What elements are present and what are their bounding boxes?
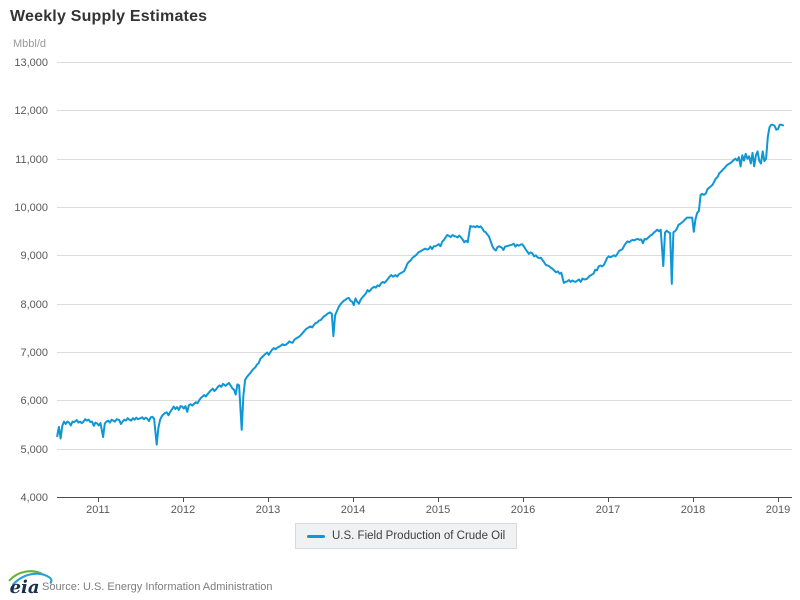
eia-logo-blue-arc: [11, 572, 53, 586]
y-tick-label: 9,000: [20, 250, 48, 262]
chart-plot-area[interactable]: 4,000 5,000 6,000 7,000 8,000 9,000 10,000 11,0…: [0, 0, 800, 520]
production-line-series[interactable]: [56, 123, 785, 446]
x-tick-label: 2017: [596, 504, 620, 516]
x-tick-label: 2014: [341, 504, 365, 516]
x-tick-label: 2013: [256, 504, 280, 516]
eia-logo-text: eia: [10, 577, 40, 598]
legend-label: U.S. Field Production of Crude Oil: [332, 530, 506, 542]
y-tick-label: 11,000: [15, 154, 48, 166]
y-tick-label: 4,000: [20, 492, 48, 504]
source-attribution: Source: U.S. Energy Information Administ…: [42, 581, 273, 593]
legend-line-swatch: [307, 534, 325, 538]
eia-logo: eia: [8, 570, 53, 598]
eia-logo-green-arc: [8, 570, 43, 582]
x-tick-label: 2019: [766, 504, 790, 516]
y-tick-label: 6,000: [20, 395, 48, 407]
y-tick-label: 10,000: [14, 202, 48, 214]
legend[interactable]: U.S. Field Production of Crude Oil: [295, 523, 518, 549]
x-tick-label: 2015: [426, 504, 450, 516]
x-tick-label: 2011: [86, 504, 110, 516]
y-tick-label: 13,000: [14, 57, 48, 69]
y-axis-unit-label: Mbbl/d: [13, 38, 47, 50]
y-tick-label: 7,000: [20, 347, 48, 359]
y-tick-label: 5,000: [20, 444, 48, 456]
x-tick-label: 2012: [171, 504, 195, 516]
y-tick-label: 8,000: [20, 299, 48, 311]
x-tick-label: 2016: [511, 504, 535, 516]
x-tick-label: 2018: [681, 504, 705, 516]
y-tick-label: 12,000: [14, 105, 48, 117]
chart-title: Weekly Supply Estimates: [10, 8, 208, 25]
